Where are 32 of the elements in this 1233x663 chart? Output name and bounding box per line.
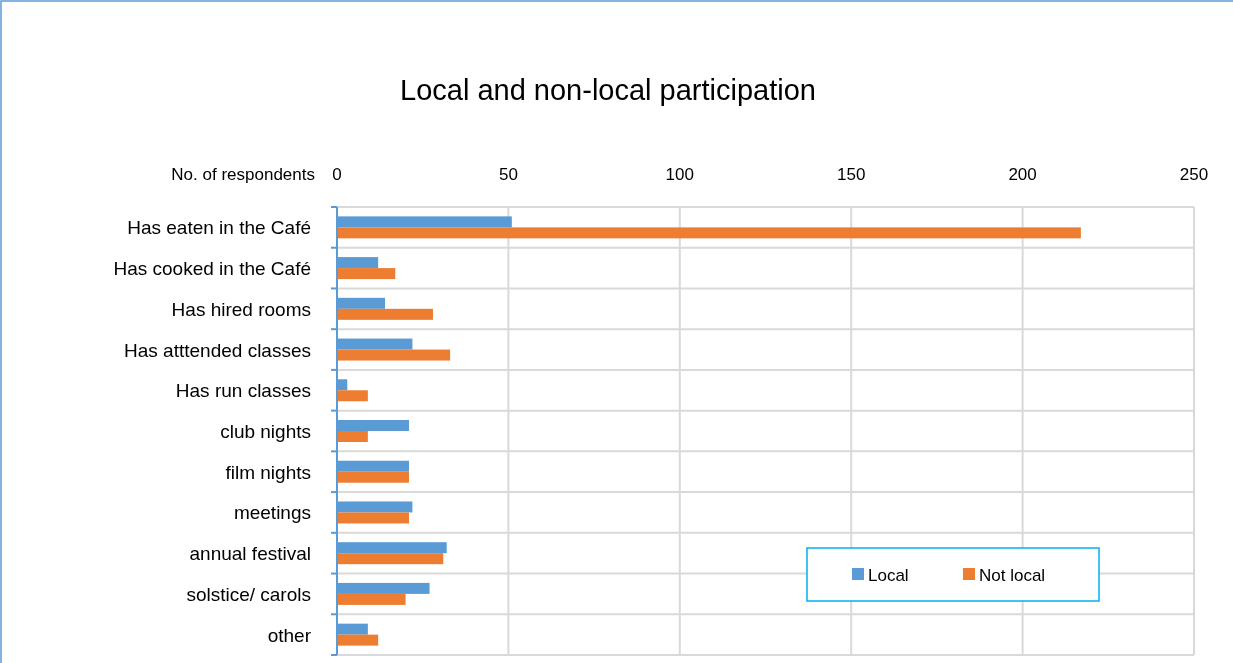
x-tick-label: 200	[1008, 165, 1037, 184]
y-tick-label: other	[267, 624, 312, 646]
y-tick-label: Has hired rooms	[171, 298, 311, 320]
bar	[337, 268, 396, 280]
bar	[337, 634, 379, 646]
bar	[337, 471, 409, 483]
y-tick-label: solstice/ carols	[186, 583, 311, 605]
bar	[337, 593, 406, 605]
bar	[337, 390, 368, 402]
legend-label: Local	[868, 566, 909, 585]
x-tick-label: 250	[1179, 165, 1209, 184]
y-tick-label: annual festival	[189, 543, 311, 565]
x-tick-label: 100	[665, 165, 694, 184]
chart-title: Local and non-local participation	[400, 74, 816, 106]
bar	[337, 431, 368, 442]
legend-label: Not local	[979, 566, 1046, 585]
y-tick-label: film nights	[225, 461, 311, 483]
bar	[337, 553, 444, 565]
bar	[337, 349, 451, 361]
y-tick-label: club nights	[220, 421, 311, 442]
y-tick-label: Has cooked in the Café	[113, 258, 311, 280]
y-tick-label: meetings	[233, 502, 311, 524]
y-tick-label: Has run classes	[175, 380, 311, 402]
x-axis-title: No. of respondents	[171, 165, 315, 184]
x-tick-label: 0	[332, 165, 342, 184]
bar	[337, 512, 409, 524]
x-tick-label: 150	[837, 165, 866, 184]
bar	[337, 308, 433, 320]
y-tick-label: Has atttended classes	[124, 339, 311, 361]
bar	[337, 227, 1081, 239]
x-tick-label: 50	[498, 165, 518, 184]
y-tick-label: Has eaten in the Café	[127, 217, 311, 239]
